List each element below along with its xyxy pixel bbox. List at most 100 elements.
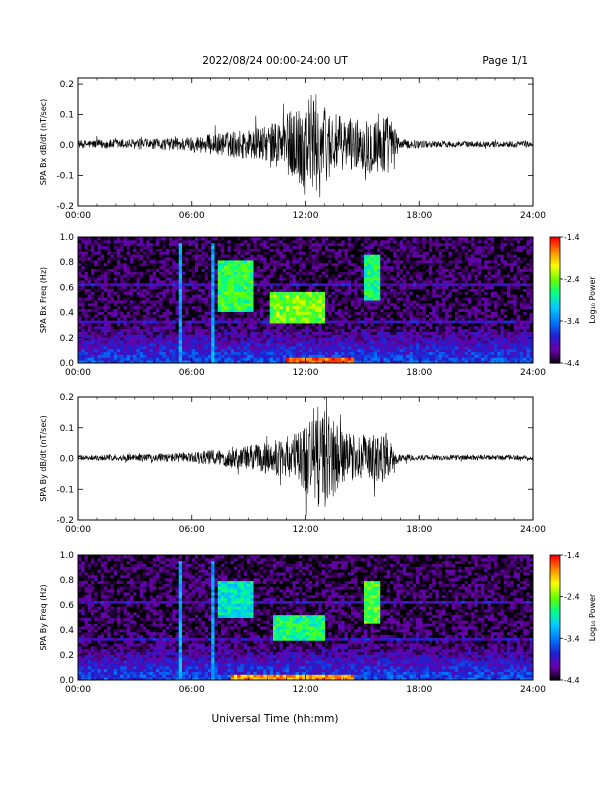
heatmap-cell bbox=[126, 294, 131, 298]
heatmap-cell bbox=[380, 300, 384, 304]
heatmap-cell bbox=[146, 354, 150, 358]
heatmap-cell bbox=[370, 262, 375, 267]
heatmap-cell bbox=[152, 300, 157, 304]
heatmap-cell bbox=[276, 237, 280, 241]
heatmap-cell bbox=[195, 294, 199, 298]
heatmap-cell bbox=[100, 351, 105, 355]
heatmap-cell bbox=[357, 300, 362, 304]
heatmap-cell bbox=[429, 285, 433, 290]
heatmap-cell bbox=[146, 245, 150, 249]
heatmap-cell bbox=[224, 277, 228, 281]
heatmap-cell bbox=[146, 268, 150, 272]
heatmap-cell bbox=[113, 328, 118, 332]
heatmap-cell bbox=[237, 259, 241, 264]
heatmap-cell bbox=[367, 245, 371, 249]
heatmap-cell bbox=[380, 239, 384, 244]
heatmap-cell bbox=[143, 262, 147, 267]
heatmap-cell bbox=[331, 340, 336, 344]
heatmap-cell bbox=[347, 305, 352, 310]
heatmap-cell bbox=[143, 291, 147, 295]
heatmap-cell bbox=[289, 271, 293, 275]
heatmap-cell bbox=[273, 237, 277, 241]
heatmap-cell bbox=[351, 262, 355, 267]
heatmap-cell bbox=[107, 245, 111, 249]
heatmap-cell bbox=[377, 308, 381, 312]
heatmap-cell bbox=[396, 279, 401, 284]
heatmap-cell bbox=[230, 262, 235, 267]
heatmap-cell bbox=[286, 328, 290, 332]
heatmap-cell bbox=[321, 340, 326, 344]
heatmap-cell bbox=[156, 308, 160, 312]
heatmap-cell bbox=[227, 314, 232, 318]
heatmap-cell bbox=[318, 325, 323, 330]
heatmap-cell bbox=[175, 345, 180, 350]
heatmap-cell bbox=[126, 237, 131, 241]
heatmap-cell bbox=[416, 285, 420, 290]
heatmap-cell bbox=[305, 291, 310, 295]
heatmap-cell bbox=[227, 354, 232, 358]
heatmap-cell bbox=[351, 282, 355, 287]
heatmap-cell bbox=[399, 297, 404, 301]
heatmap-cell bbox=[243, 282, 248, 287]
heatmap-cell bbox=[325, 274, 329, 278]
heatmap-cell bbox=[217, 342, 222, 347]
heatmap-cell bbox=[425, 294, 430, 298]
heatmap-cell bbox=[373, 265, 378, 269]
heatmap-cell bbox=[156, 320, 160, 324]
heatmap-cell bbox=[347, 237, 352, 241]
heatmap-cell bbox=[276, 308, 280, 312]
heatmap-cell bbox=[282, 257, 287, 261]
heatmap-cell bbox=[438, 305, 443, 310]
heatmap-cell bbox=[230, 294, 235, 298]
heatmap-cell bbox=[159, 277, 163, 281]
heatmap-cell bbox=[130, 331, 134, 335]
heatmap-cell bbox=[230, 242, 235, 247]
heatmap-cell bbox=[321, 331, 326, 335]
heatmap-cell bbox=[399, 294, 404, 298]
heatmap-cell bbox=[175, 279, 180, 284]
heatmap-cell bbox=[152, 314, 157, 318]
heatmap-cell bbox=[143, 308, 147, 312]
heatmap-cell bbox=[331, 274, 336, 278]
heatmap-cell bbox=[295, 237, 300, 241]
heatmap-cell bbox=[419, 277, 423, 281]
heatmap-cell bbox=[403, 274, 407, 278]
heatmap-cell bbox=[295, 239, 300, 244]
heatmap-cell bbox=[175, 242, 180, 247]
heatmap-cell bbox=[315, 325, 319, 330]
heatmap-cell bbox=[380, 351, 384, 355]
heatmap-cell bbox=[416, 294, 420, 298]
heatmap-cell bbox=[243, 291, 248, 295]
heatmap-cell bbox=[321, 351, 326, 355]
heatmap-cell bbox=[399, 271, 404, 275]
heatmap-cell bbox=[78, 242, 82, 247]
heatmap-cell bbox=[354, 325, 358, 330]
heatmap-cell bbox=[191, 302, 196, 307]
heatmap-cell bbox=[126, 297, 131, 301]
heatmap-cell bbox=[243, 279, 248, 284]
heatmap-cell bbox=[110, 351, 115, 355]
heatmap-cell bbox=[188, 288, 193, 292]
heatmap-cell bbox=[243, 340, 248, 344]
heatmap-cell bbox=[94, 305, 98, 310]
heatmap-cell bbox=[110, 254, 115, 258]
heatmap-cell bbox=[273, 251, 277, 255]
heatmap-cell bbox=[195, 342, 199, 347]
heatmap-cell bbox=[338, 239, 342, 244]
heatmap-cell bbox=[247, 317, 251, 321]
heatmap-cell bbox=[406, 245, 410, 249]
heatmap-cell bbox=[432, 354, 436, 358]
heatmap-cell bbox=[390, 342, 394, 347]
heatmap-cell bbox=[152, 360, 157, 364]
heatmap-cell bbox=[243, 262, 248, 267]
heatmap-cell bbox=[87, 288, 92, 292]
heatmap-cell bbox=[286, 360, 290, 364]
heatmap-cell bbox=[126, 265, 131, 269]
heatmap-cell bbox=[325, 322, 329, 327]
heatmap-cell bbox=[159, 328, 163, 332]
heatmap-cell bbox=[266, 340, 271, 344]
heatmap-cell bbox=[91, 357, 95, 361]
heatmap-cell bbox=[91, 237, 95, 241]
heatmap-cell bbox=[435, 291, 440, 295]
heatmap-cell bbox=[169, 285, 173, 290]
